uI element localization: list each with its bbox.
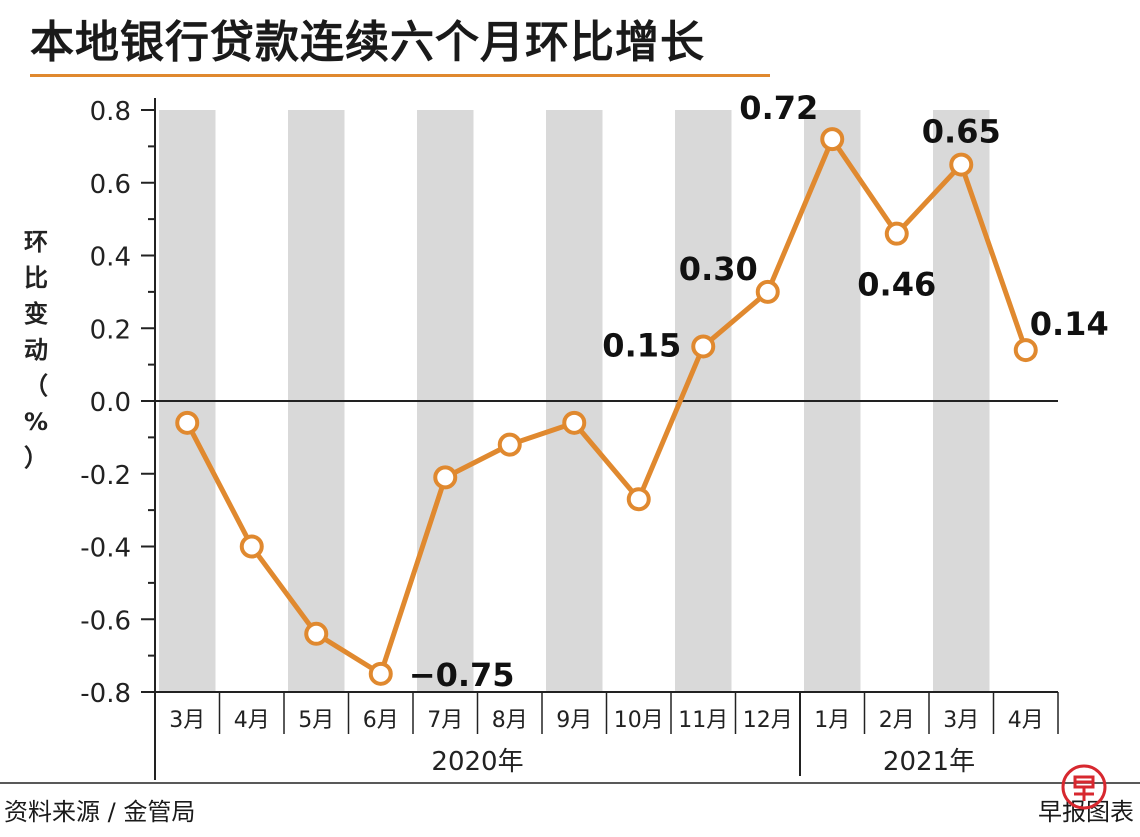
- data-point: [884, 221, 909, 246]
- y-tick-label: 0.2: [90, 315, 131, 345]
- y-tick-label: -0.2: [80, 461, 131, 491]
- y-tick-label: 0.8: [90, 97, 131, 127]
- x-tick-label: 4月: [1008, 708, 1044, 733]
- x-tick-label: 3月: [943, 708, 979, 733]
- data-label: 0.46: [857, 266, 936, 304]
- credit-label: 早报图表: [1038, 798, 1134, 826]
- line-chart: 0.8 0.6 0.4 0.2 0.0 -0.2 -0.4 -0.6 -0.8 环比变动（%） 3月…: [0, 89, 1140, 784]
- y-tick-label: -0.8: [80, 679, 131, 709]
- data-point: [433, 465, 458, 490]
- data-label: 0.30: [679, 250, 758, 288]
- chart-title: 本地银行贷款连续六个月环比增长: [30, 17, 705, 68]
- data-point: [239, 534, 264, 559]
- y-tick-label: 0.4: [90, 243, 131, 273]
- data-label: 0.72: [739, 89, 818, 127]
- data-label: 0.65: [922, 113, 1001, 151]
- y-axis-label: 环比变动（%）: [24, 228, 48, 472]
- source-note: 资料来源 / 金管局: [4, 798, 196, 826]
- data-point: [691, 334, 716, 359]
- y-tick-label: -0.4: [80, 534, 131, 564]
- y-tick-label: 0.6: [90, 170, 131, 200]
- series-line: [185, 136, 1029, 677]
- data-label: 0.14: [1030, 305, 1109, 343]
- data-point: [304, 621, 329, 646]
- data-label: 0.15: [602, 326, 681, 364]
- data-labels: −0.75 0.15 0.30 0.72 0.46 0.65 0.14: [409, 89, 1109, 694]
- data-point: [175, 410, 200, 435]
- data-point: [368, 661, 393, 686]
- data-point: [820, 127, 845, 152]
- year-group-label: 2021年: [883, 747, 975, 777]
- data-point: [497, 432, 522, 457]
- x-tick-label: 1月: [814, 708, 850, 733]
- y-tick-label: 0.0: [90, 388, 131, 418]
- series-loan-change: [175, 127, 1038, 686]
- x-tick-label: 11月: [678, 708, 728, 733]
- data-point: [626, 487, 651, 512]
- x-tick-label: 4月: [234, 708, 270, 733]
- data-point: [562, 410, 587, 435]
- data-point: [755, 279, 780, 304]
- x-tick-label: 12月: [743, 708, 793, 733]
- x-tick-label: 3月: [169, 708, 205, 733]
- x-tick-label: 2月: [879, 708, 915, 733]
- axes: 0.8 0.6 0.4 0.2 0.0 -0.2 -0.4 -0.6 -0.8 环比变动（%） 3月…: [0, 97, 1140, 784]
- data-point: [949, 152, 974, 177]
- year-group-label: 2020年: [431, 747, 523, 777]
- x-tick-label: 5月: [298, 708, 334, 733]
- x-tick-label: 6月: [363, 708, 399, 733]
- x-tick-label: 10月: [614, 708, 664, 733]
- x-tick-label: 7月: [427, 708, 463, 733]
- data-point: [1013, 338, 1038, 363]
- data-label: −0.75: [409, 656, 515, 694]
- x-tick-label: 9月: [556, 708, 592, 733]
- zaobao-logo-icon: [1061, 764, 1107, 810]
- title-underline: [30, 74, 770, 77]
- y-tick-label: -0.6: [80, 606, 131, 636]
- x-tick-label: 8月: [492, 708, 528, 733]
